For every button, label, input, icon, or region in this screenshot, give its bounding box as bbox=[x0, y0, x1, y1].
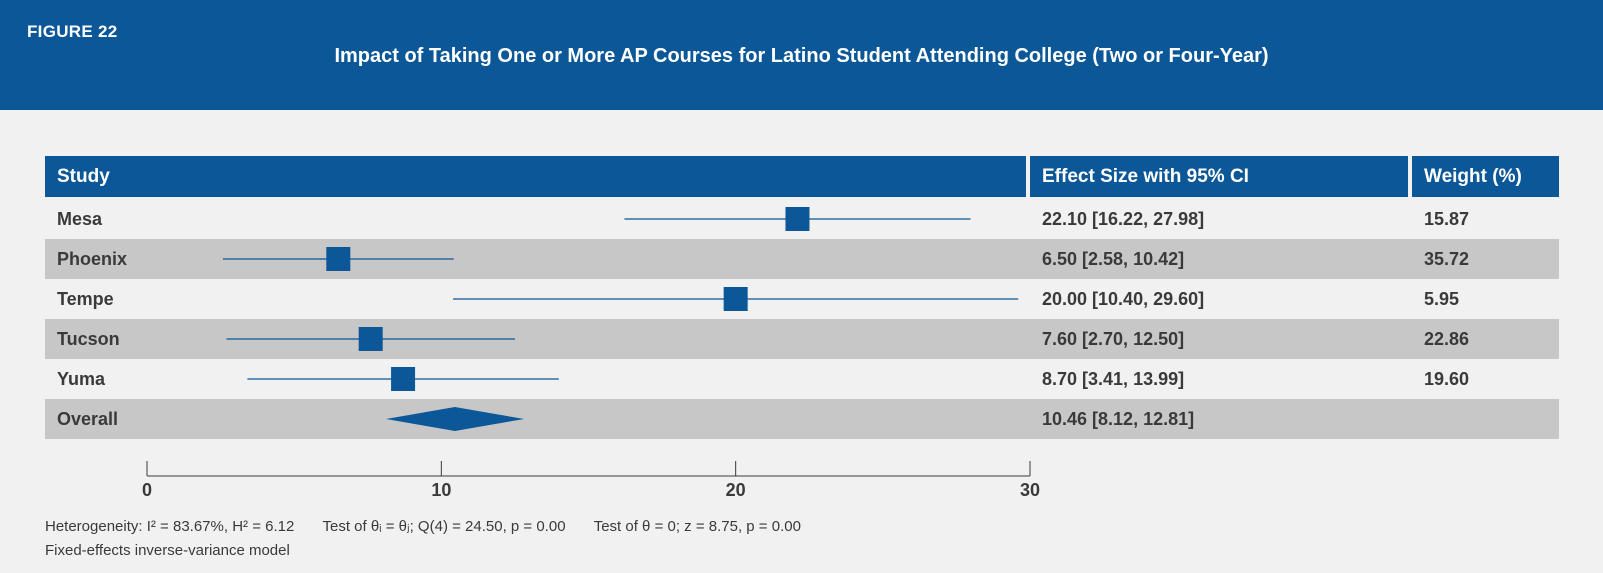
equality-test-note: Test of θᵢ = θⱼ; Q(4) = 24.50, p = 0.00 bbox=[322, 518, 566, 535]
column-header-weight: Weight (%) bbox=[1412, 156, 1559, 197]
x-axis-tick-label: 10 bbox=[431, 480, 451, 500]
table-row-phoenix: Phoenix 6.50 [2.58, 10.42] 35.72 bbox=[45, 239, 1559, 279]
table-row-yuma: Yuma 8.70 [3.41, 13.99] 19.60 bbox=[45, 359, 1559, 399]
table-row-overall: Overall 10.46 [8.12, 12.81] bbox=[45, 399, 1559, 439]
row-weight-value: 22.86 bbox=[1424, 329, 1470, 349]
table-row-tucson: Tucson 7.60 [2.70, 12.50] 22.86 bbox=[45, 319, 1559, 359]
column-header-effect: Effect Size with 95% CI bbox=[1030, 156, 1408, 197]
row-study-label: Yuma bbox=[57, 369, 106, 389]
column-header-study: Study bbox=[45, 156, 1026, 197]
row-effect-value: 7.60 [2.70, 12.50] bbox=[1042, 329, 1185, 349]
figure-header: FIGURE 22 Impact of Taking One or More A… bbox=[0, 0, 1603, 110]
row-effect-value: 8.70 [3.41, 13.99] bbox=[1042, 369, 1185, 389]
row-weight-value: 19.60 bbox=[1424, 369, 1470, 389]
row-weight-value: 35.72 bbox=[1424, 249, 1470, 269]
row-weight-value: 15.87 bbox=[1424, 209, 1470, 229]
model-note: Fixed-effects inverse-variance model bbox=[45, 542, 290, 559]
row-weight-value: 5.95 bbox=[1424, 289, 1460, 309]
footnote-tests: Heterogeneity: I² = 83.67%, H² = 6.12 Te… bbox=[45, 517, 825, 535]
heterogeneity-note: Heterogeneity: I² = 83.67%, H² = 6.12 bbox=[45, 518, 295, 535]
x-axis-tick-label: 30 bbox=[1020, 480, 1040, 500]
row-effect-value: 20.00 [10.40, 29.60] bbox=[1042, 289, 1205, 309]
row-study-label: Mesa bbox=[57, 209, 103, 229]
x-axis-tick-label: 20 bbox=[726, 480, 746, 500]
row-study-label: Tucson bbox=[57, 329, 120, 349]
row-study-label: Phoenix bbox=[57, 249, 128, 269]
x-axis-tick-label: 0 bbox=[142, 480, 152, 500]
row-study-label: Overall bbox=[57, 409, 119, 429]
table-row-mesa: Mesa 22.10 [16.22, 27.98] 15.87 bbox=[45, 199, 1559, 239]
table-row-tempe: Tempe 20.00 [10.40, 29.60] 5.95 bbox=[45, 279, 1559, 319]
row-study-label: Tempe bbox=[57, 289, 114, 309]
row-effect-value: 10.46 [8.12, 12.81] bbox=[1042, 409, 1195, 429]
zero-test-note: Test of θ = 0; z = 8.75, p = 0.00 bbox=[593, 518, 801, 535]
row-effect-value: 6.50 [2.58, 10.42] bbox=[1042, 249, 1185, 269]
row-effect-value: 22.10 [16.22, 27.98] bbox=[1042, 209, 1205, 229]
figure-title: Impact of Taking One or More AP Courses … bbox=[334, 45, 1269, 67]
figure-label: FIGURE 22 bbox=[27, 22, 118, 41]
